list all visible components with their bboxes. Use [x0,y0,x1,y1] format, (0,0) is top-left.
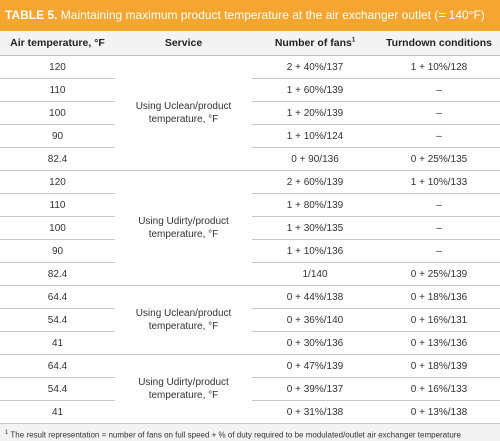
cell-number-of-fans: 0 + 36%/140 [252,308,378,332]
cell-turndown-conditions: – [378,239,500,263]
cell-turndown-conditions: 1 + 10%/128 [378,55,500,79]
cell-number-of-fans: 0 + 44%/138 [252,285,378,309]
table-row: 110 1 + 60%/139– [0,78,500,102]
cell-turndown-conditions: 0 + 16%/131 [378,308,500,332]
footnote-number: 1 [5,430,9,436]
cell-turndown-conditions: – [378,78,500,102]
cell-number-of-fans: 0 + 30%/136 [252,331,378,355]
cell-air-temperature: 90 [0,124,115,148]
cell-air-temperature: 100 [0,101,115,125]
table-title: TABLE 5. Maintaining maximum product tem… [0,0,500,31]
cell-turndown-conditions: 0 + 25%/135 [378,147,500,171]
table-caption: Maintaining maximum product temperature … [60,8,485,22]
cell-turndown-conditions: – [378,124,500,148]
header-turndown-conditions: Turndown conditions [378,31,500,56]
table-row: 120 Using Udirty/product temperature, °F 2… [0,170,500,286]
cell-number-of-fans: 0 + 47%/139 [252,354,378,378]
cell-number-of-fans: 0 + 39%/137 [252,377,378,401]
table-row: 41 0 + 30%/136 0 + 13%/136 [0,331,500,355]
cell-turndown-conditions: 0 + 13%/136 [378,331,500,355]
table-row: 82.4 0 + 90/136 0 + 25%/135 [0,147,500,171]
cell-air-temperature: 120 [0,170,115,194]
cell-number-of-fans: 1 + 60%/139 [252,78,378,102]
header-air-temperature: Air temperature, °F [0,31,115,56]
cell-number-of-fans: 1 + 80%/139 [252,193,378,217]
table-row: 100 1 + 30%/135– [0,216,500,240]
header-fans-label: Number of fans [274,37,352,49]
cell-air-temperature: 82.4 [0,262,115,286]
cell-number-of-fans: 2 + 60%/139 [252,170,378,194]
cell-service: Using Uclean/product temperature, °F [115,285,252,355]
cell-air-temperature: 100 [0,216,115,240]
cell-turndown-conditions: 0 + 16%/133 [378,377,500,401]
cell-turndown-conditions: 0 + 18%/139 [378,354,500,378]
cell-air-temperature: 90 [0,239,115,263]
cell-air-temperature: 64.4 [0,285,115,309]
table-row: 100 1 + 20%/139– [0,101,500,125]
table-row: 54.4 0 + 39%/137 0 + 16%/133 [0,377,500,401]
table-label: TABLE 5. [5,8,58,22]
table-row: 120 Using Uclean/product temperature, °F 2… [0,55,500,171]
table-row: 54.4 0 + 36%/140 0 + 16%/131 [0,308,500,332]
cell-number-of-fans: 1 + 20%/139 [252,101,378,125]
cell-number-of-fans: 0 + 31%/138 [252,400,378,424]
table-row: 82.4 1/140 0 + 25%/139 [0,262,500,286]
footnote-marker: 1 [351,37,356,44]
cell-air-temperature: 82.4 [0,147,115,171]
cell-air-temperature: 120 [0,55,115,79]
cell-number-of-fans: 1 + 10%/136 [252,239,378,263]
header-number-of-fans: Number of fans1 [252,31,378,56]
cell-number-of-fans: 1/140 [252,262,378,286]
table-row: 90 1 + 10%/136– [0,239,500,263]
cell-turndown-conditions: – [378,193,500,217]
table-body: 120 Using Uclean/product temperature, °F 2… [0,55,500,424]
cell-turndown-conditions: 0 + 13%/138 [378,400,500,424]
cell-service: Using Uclean/product temperature, °F [115,55,252,171]
cell-air-temperature: 54.4 [0,377,115,401]
cell-number-of-fans: 2 + 40%/137 [252,55,378,79]
header-row: Air temperature, °F Service Number of fa… [0,31,500,56]
cell-air-temperature: 110 [0,78,115,102]
cell-turndown-conditions: – [378,216,500,240]
footnote: 1 The result representation = number of … [0,424,500,441]
table-row: 90 1 + 10%/124– [0,124,500,148]
cell-air-temperature: 41 [0,331,115,355]
table-row: 110 1 + 80%/139– [0,193,500,217]
cell-number-of-fans: 1 + 10%/124 [252,124,378,148]
table-row: 64.4 Using Uclean/product temperature, °F… [0,285,500,355]
cell-air-temperature: 54.4 [0,308,115,332]
table-row: 64.4 Using Udirty/product temperature, °F… [0,354,500,424]
cell-service: Using Udirty/product temperature, °F [115,170,252,286]
table-row: 41 0 + 31%/138 0 + 13%/138 [0,400,500,424]
cell-air-temperature: 110 [0,193,115,217]
cell-service: Using Udirty/product temperature, °F [115,354,252,424]
cell-air-temperature: 64.4 [0,354,115,378]
cell-air-temperature: 41 [0,400,115,424]
data-table: Air temperature, °F Service Number of fa… [0,31,500,424]
cell-turndown-conditions: 1 + 10%/133 [378,170,500,194]
cell-turndown-conditions: 0 + 18%/136 [378,285,500,309]
header-service: Service [115,31,252,56]
cell-turndown-conditions: 0 + 25%/139 [378,262,500,286]
cell-number-of-fans: 0 + 90/136 [252,147,378,171]
footnote-text: The result representation = number of fa… [10,430,461,440]
cell-number-of-fans: 1 + 30%/135 [252,216,378,240]
cell-turndown-conditions: – [378,101,500,125]
